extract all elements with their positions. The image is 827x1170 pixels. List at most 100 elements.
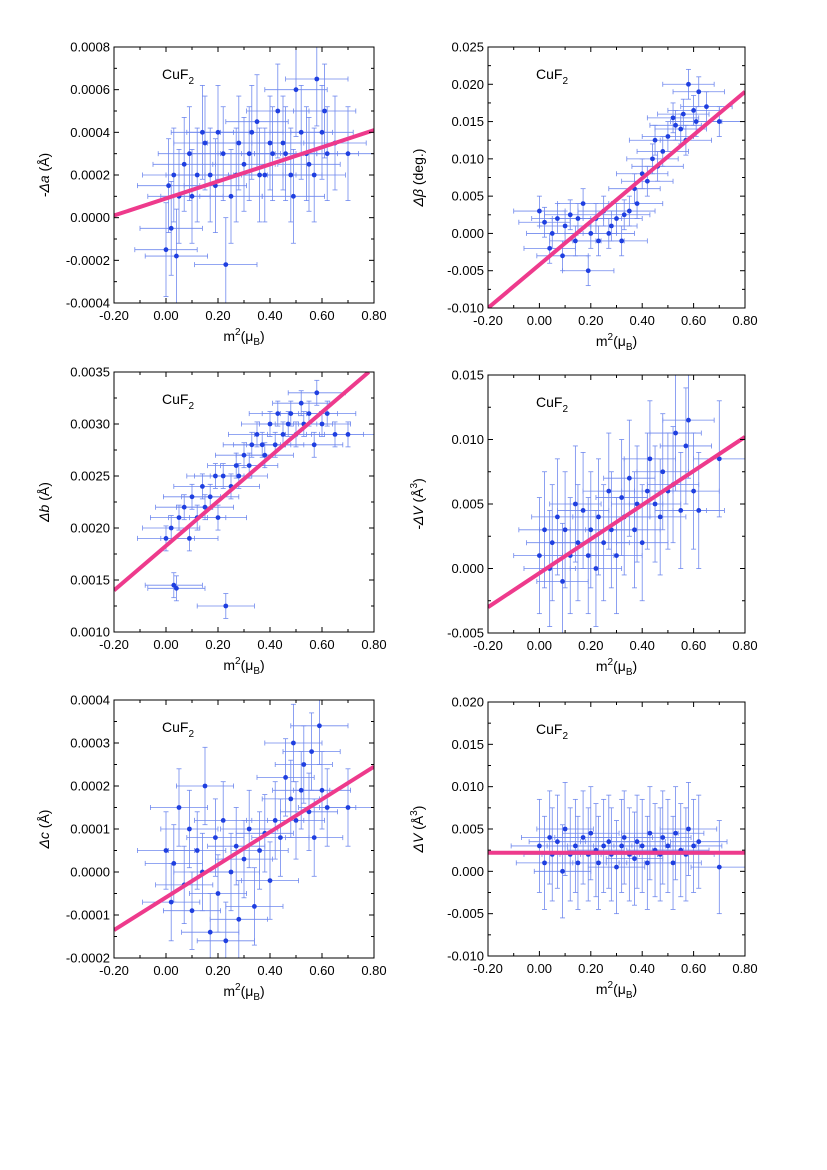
data-point	[314, 390, 320, 396]
compound-label-main: CuF	[536, 66, 562, 82]
y-tick-label: 0.000	[451, 561, 484, 576]
data-point	[626, 475, 632, 481]
y-tick-label: 0.0020	[70, 521, 110, 536]
y-tick-label: 0.0000	[70, 865, 110, 880]
data-point	[252, 904, 257, 909]
y-tick-label: -0.005	[447, 906, 484, 921]
y-tick-label: 0.005	[451, 189, 484, 204]
y-tick-label: 0.010	[451, 151, 484, 166]
data-point	[187, 536, 192, 541]
data-point	[262, 172, 268, 178]
data-point	[246, 463, 252, 468]
y-label-symbol: -ΔV	[410, 505, 426, 530]
x-tick-label: 0.80	[732, 313, 757, 328]
data-point	[168, 899, 174, 905]
data-point	[174, 253, 179, 259]
data-point	[619, 495, 625, 500]
data-point	[673, 830, 679, 836]
y-tick-label: 0.0001	[70, 822, 110, 837]
data-point	[291, 740, 296, 746]
x-label-mid: (μ	[613, 333, 626, 349]
data-point	[588, 231, 594, 236]
data-point	[298, 787, 304, 793]
data-point	[562, 527, 568, 533]
data-point	[233, 463, 239, 468]
x-label-end: )	[632, 658, 637, 674]
data-point	[174, 585, 179, 591]
fit-line	[488, 90, 745, 308]
data-point	[171, 172, 177, 178]
data-point	[686, 826, 691, 832]
data-point	[560, 253, 565, 259]
data-point	[249, 442, 255, 448]
x-tick-label: 0.60	[681, 638, 706, 653]
x-label-end: )	[632, 981, 637, 997]
y-axis-label: ΔV (Å3)	[409, 806, 426, 854]
y-tick-label: 0.0003	[70, 736, 110, 751]
compound-label-main: CuF	[162, 391, 188, 407]
x-tick-label: 0.40	[630, 961, 655, 976]
data-point	[293, 818, 299, 823]
data-point	[580, 835, 586, 840]
x-tick-label: 0.20	[578, 638, 603, 653]
x-label-sub: B	[626, 990, 633, 1001]
x-axis-label: m2(μB)	[596, 980, 637, 1001]
data-point	[554, 514, 560, 520]
data-point	[345, 151, 351, 157]
data-point	[572, 238, 578, 244]
data-point	[275, 411, 281, 416]
data-point	[181, 161, 187, 167]
data-point	[283, 775, 288, 780]
x-tick-label: 0.20	[205, 963, 230, 978]
y-label-sup: 3	[409, 482, 420, 488]
x-tick-label: -0.20	[473, 638, 503, 653]
data-point	[547, 245, 553, 251]
data-point	[670, 115, 676, 121]
data-point	[298, 129, 304, 135]
compound-label-sub: 2	[562, 76, 568, 87]
compound-label-sub: 2	[188, 401, 194, 412]
data-point	[585, 553, 591, 558]
data-point	[678, 508, 684, 513]
y-label-unit: (Å)	[36, 482, 52, 505]
data-point	[585, 268, 591, 274]
data-point	[580, 201, 586, 207]
y-tick-label: -0.005	[447, 626, 484, 641]
data-point	[324, 805, 330, 810]
data-point	[176, 805, 182, 810]
data-point	[696, 508, 702, 513]
panel-2: -0.20 0.00 0.20 0.40 0.60 0.80 -0.010 -0.005 0.0…	[410, 40, 758, 354]
compound-label-sub: 2	[562, 731, 568, 742]
y-tick-label: 0.0008	[70, 40, 110, 55]
data-point	[575, 860, 581, 866]
data-point	[673, 430, 679, 436]
y-tick-label: 0.020	[451, 695, 484, 710]
data-point	[228, 193, 234, 199]
compound-label-sub: 2	[188, 76, 194, 87]
data-point	[322, 108, 327, 114]
data-point	[288, 172, 294, 178]
data-point	[249, 129, 255, 135]
data-point	[614, 553, 619, 558]
data-point	[168, 225, 174, 231]
data-point	[311, 172, 317, 178]
x-tick-label: 0.00	[153, 637, 178, 652]
x-tick-label: 0.60	[309, 637, 334, 652]
data-point	[314, 76, 320, 82]
y-tick-label: 0.000	[451, 864, 484, 879]
y-tick-label: 0.010	[451, 779, 484, 794]
x-tick-label: 0.60	[681, 313, 706, 328]
data-point	[575, 540, 581, 546]
x-label-sub: B	[253, 666, 260, 677]
data-point	[257, 172, 262, 178]
data-point	[215, 515, 221, 520]
plot-area	[488, 375, 745, 633]
data-point	[657, 514, 663, 520]
data-point	[220, 151, 226, 157]
data-point	[319, 787, 325, 793]
y-tick-label: 0.0004	[70, 125, 110, 140]
x-tick-label: 0.00	[527, 961, 552, 976]
y-tick-label: -0.0002	[66, 951, 110, 966]
data-point	[547, 835, 553, 840]
data-point	[187, 826, 192, 832]
